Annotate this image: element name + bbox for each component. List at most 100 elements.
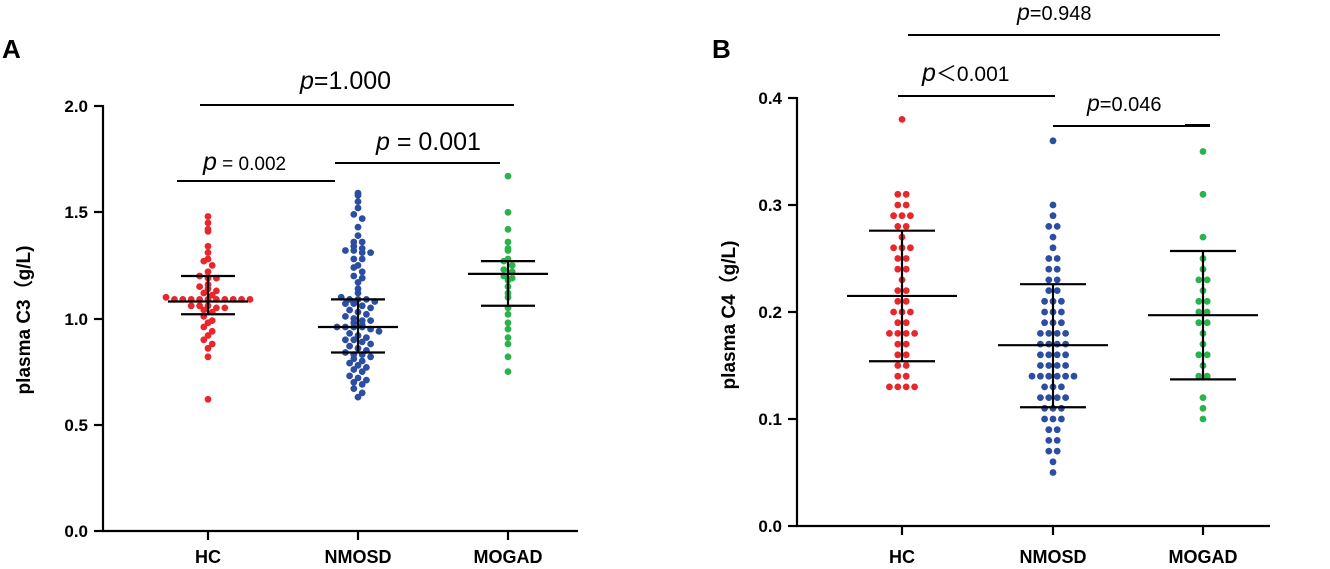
data-point-nmosd (1049, 458, 1057, 466)
data-point-nmosd (1045, 447, 1053, 455)
data-point-nmosd (1053, 437, 1061, 444)
data-point-nmosd (350, 300, 358, 307)
data-point-nmosd (1049, 469, 1057, 476)
data-point-nmosd (350, 272, 358, 280)
data-point-mogad (1195, 319, 1203, 327)
data-point-mogad (504, 340, 512, 348)
data-point-nmosd (358, 368, 366, 375)
panel-b-comparisons: p＜0.001 p=0.046 p=0.948 (898, 0, 1220, 127)
data-point-nmosd (350, 247, 358, 254)
panel-a-y-tick-label: 0.0 (64, 522, 88, 541)
data-point-hc (894, 297, 902, 305)
data-point-nmosd (1037, 372, 1044, 380)
panel-a-y-ticks: 0.0 0.5 1.0 1.5 2.0 (64, 97, 103, 541)
data-point-hc (894, 340, 902, 348)
data-point-nmosd (1037, 351, 1044, 359)
data-point-nmosd (1049, 137, 1057, 145)
data-point-nmosd (358, 381, 366, 388)
data-point-hc (208, 262, 216, 269)
data-point-hc (204, 213, 212, 220)
data-point-nmosd (346, 306, 353, 314)
data-point-nmosd (358, 249, 366, 256)
panel-a-letter: A (2, 34, 21, 64)
data-point-nmosd (1045, 223, 1053, 230)
data-point-hc (907, 244, 914, 252)
data-point-mogad (1199, 404, 1207, 412)
data-point-nmosd (1045, 265, 1053, 273)
data-point-mogad (504, 325, 512, 333)
data-point-nmosd (1062, 362, 1069, 369)
comparison-pvalue-nmosd-mogad: p = 0.001 (375, 128, 481, 156)
data-point-mogad (504, 208, 512, 216)
panel-a-y-tick-label: 1.0 (64, 310, 88, 329)
panel-b-y-ticks: 0.0 0.1 0.2 0.3 0.4 (758, 89, 797, 536)
panel-a-y-tick-label: 1.5 (64, 203, 88, 222)
data-point-nmosd (1053, 372, 1061, 380)
data-point-nmosd (1049, 201, 1057, 209)
data-point-hc (890, 244, 897, 252)
panel-a-x-label-hc: HC (195, 547, 221, 567)
data-point-nmosd (354, 204, 362, 212)
data-point-mogad (1199, 148, 1207, 155)
data-point-nmosd (1041, 415, 1048, 423)
data-point-hc (894, 351, 902, 359)
data-point-mogad (1195, 297, 1203, 305)
data-point-hc (894, 201, 902, 209)
data-point-mogad (1199, 233, 1207, 241)
panel-a-y-tick-label: 2.0 (64, 97, 88, 116)
data-point-mogad (1195, 351, 1203, 359)
comparison-pvalue-hc-nmosd: p = 0.002 (202, 148, 286, 176)
data-point-hc (204, 332, 212, 339)
comparison-pvalue-nmosd-mogad: p=0.046 (1086, 90, 1162, 116)
data-point-mogad (504, 319, 512, 327)
data-point-mogad (504, 368, 512, 375)
data-point-nmosd (354, 232, 362, 240)
panel-a-x-label-nmosd: NMOSD (325, 547, 392, 567)
data-point-hc (894, 383, 902, 391)
data-point-nmosd (1045, 351, 1053, 359)
data-point-hc (204, 228, 212, 235)
data-point-nmosd (358, 302, 366, 310)
panel-b-y-tick-label: 0.0 (758, 517, 782, 536)
data-point-nmosd (350, 355, 358, 363)
comparison-pvalue-hc-nmosd: p＜0.001 (921, 59, 1009, 87)
data-point-nmosd (1049, 415, 1057, 423)
data-point-nmosd (1070, 372, 1078, 380)
data-point-hc (902, 255, 910, 262)
data-point-hc (898, 116, 906, 123)
data-point-hc (894, 372, 902, 380)
data-point-nmosd (363, 334, 370, 341)
data-point-mogad (508, 262, 516, 269)
data-point-hc (902, 297, 910, 305)
data-point-nmosd (1058, 383, 1065, 391)
data-point-nmosd (346, 359, 353, 367)
data-point-nmosd (1045, 276, 1053, 284)
data-point-hc (902, 372, 910, 380)
data-point-hc (213, 287, 220, 295)
data-point-hc (200, 257, 208, 265)
data-point-hc (902, 201, 910, 209)
data-point-nmosd (1037, 330, 1044, 337)
data-point-hc (196, 302, 204, 310)
data-point-nmosd (354, 198, 362, 206)
panel-a-x-label-mogad: MOGAD (474, 547, 543, 567)
data-point-hc (902, 319, 910, 327)
data-point-nmosd (1045, 372, 1053, 380)
data-point-nmosd (358, 255, 366, 263)
data-point-mogad (1199, 415, 1207, 423)
data-point-hc (200, 306, 208, 314)
data-point-nmosd (1053, 426, 1061, 434)
data-point-hc (162, 293, 170, 301)
data-point-mogad (504, 334, 512, 341)
data-point-nmosd (1045, 426, 1053, 434)
data-point-hc (894, 255, 902, 262)
data-point-hc (200, 336, 208, 344)
data-point-nmosd (367, 340, 374, 348)
data-point-nmosd (342, 300, 349, 307)
panel-b-y-tick-label: 0.1 (758, 410, 782, 429)
data-point-nmosd (354, 361, 362, 369)
data-point-hc (200, 323, 208, 331)
data-point-nmosd (1062, 372, 1069, 380)
data-point-nmosd (354, 223, 362, 231)
